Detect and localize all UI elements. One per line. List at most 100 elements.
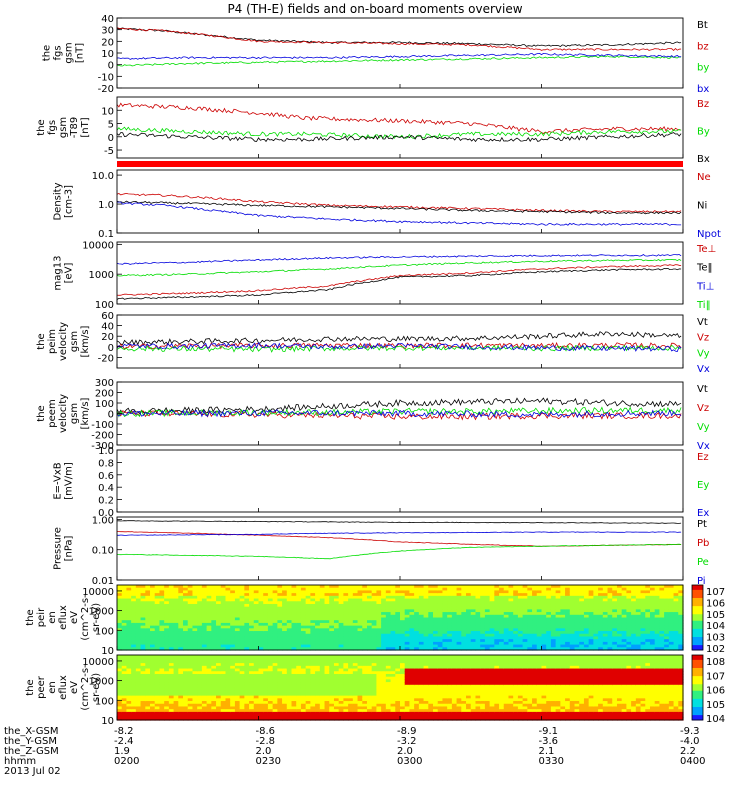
- heatmap-cell: [296, 636, 302, 640]
- heatmap-cell: [673, 628, 679, 632]
- heatmap-cell: [333, 676, 340, 680]
- heatmap-cell: [541, 628, 547, 632]
- heatmap-cell: [433, 625, 439, 629]
- heatmap-cell: [499, 606, 505, 610]
- heatmap-cell: [183, 701, 189, 705]
- heatmap-cell: [324, 717, 330, 721]
- heatmap-cell: [197, 682, 203, 686]
- heatmap-cell: [225, 603, 231, 608]
- colorbar-step: [692, 602, 703, 606]
- heatmap-cell: [550, 595, 557, 600]
- heatmap-cell: [423, 595, 429, 600]
- heatmap-cell: [338, 701, 344, 705]
- heatmap-cell: [414, 631, 420, 635]
- heatmap-cell: [324, 711, 330, 716]
- heatmap-cell: [348, 639, 354, 643]
- heatmap-cell: [579, 603, 585, 608]
- heatmap-cell: [220, 593, 227, 597]
- heatmap-cell: [423, 663, 429, 667]
- heatmap-cell: [126, 641, 132, 646]
- heatmap-cell: [187, 676, 194, 680]
- heatmap-cell: [121, 655, 128, 659]
- heatmap-cell: [470, 717, 477, 721]
- heatmap-cell: [291, 668, 297, 672]
- heatmap-cell: [442, 703, 448, 708]
- heatmap-cell: [286, 692, 293, 697]
- heatmap-cell: [428, 687, 434, 691]
- heatmap-cell: [404, 590, 411, 594]
- heatmap-cell: [536, 585, 543, 589]
- heatmap-cell: [569, 612, 576, 616]
- heatmap-cell: [234, 631, 241, 635]
- heatmap-cell: [437, 606, 444, 610]
- heatmap-cell: [371, 614, 378, 619]
- heatmap-cell: [461, 665, 467, 670]
- heatmap-cell: [395, 711, 401, 716]
- heatmap-cell: [395, 606, 401, 610]
- heatmap-cell: [475, 606, 481, 610]
- heatmap-cell: [654, 641, 661, 646]
- heatmap-cell: [499, 585, 505, 589]
- heatmap-cell: [338, 647, 344, 651]
- heatmap-cell: [310, 595, 316, 600]
- heatmap-cell: [508, 620, 514, 624]
- heatmap-cell: [211, 679, 217, 683]
- heatmap-cell: [395, 593, 401, 597]
- heatmap-cell: [145, 625, 151, 629]
- heatmap-cell: [140, 598, 146, 602]
- heatmap-cell: [140, 622, 146, 627]
- heatmap-cell: [404, 684, 411, 689]
- heatmap-cell: [489, 644, 495, 648]
- heatmap-cell: [475, 593, 481, 597]
- heatmap-cell: [470, 706, 477, 710]
- heatmap-cell: [197, 673, 203, 678]
- heatmap-cell: [272, 682, 278, 686]
- heatmap-cell: [211, 585, 217, 589]
- heatmap-cell: [117, 647, 123, 651]
- heatmap-cell: [234, 692, 241, 697]
- heatmap-cell: [536, 644, 543, 648]
- heatmap-cell: [352, 620, 359, 624]
- heatmap-cell: [178, 609, 184, 613]
- heatmap-cell: [579, 620, 585, 624]
- heatmap-cell: [395, 625, 401, 629]
- heatmap-cell: [192, 709, 198, 713]
- heatmap-cell: [197, 620, 203, 624]
- heatmap-cell: [310, 668, 316, 672]
- heatmap-cell: [263, 676, 269, 680]
- heatmap-cell: [154, 628, 161, 632]
- heatmap-cell: [400, 593, 406, 597]
- heatmap-cell: [135, 665, 142, 670]
- heatmap-cell: [664, 625, 670, 629]
- heatmap-cell: [466, 671, 472, 675]
- heatmap-cell: [649, 633, 656, 638]
- heatmap-cell: [159, 595, 165, 600]
- heatmap-cell: [197, 671, 203, 675]
- heatmap-cell: [433, 714, 439, 718]
- heatmap-cell: [366, 665, 373, 670]
- heatmap-cell: [230, 692, 236, 697]
- heatmap-cell: [489, 614, 495, 619]
- heatmap-cell: [173, 617, 179, 621]
- heatmap-cell: [385, 585, 392, 589]
- heatmap-cell: [428, 692, 434, 697]
- heatmap-cell: [286, 614, 293, 619]
- heatmap-cell: [404, 711, 411, 716]
- heatmap-cell: [649, 606, 656, 610]
- heatmap-cell: [475, 706, 481, 710]
- heatmap-cell: [220, 657, 227, 662]
- heatmap-cell: [216, 587, 222, 592]
- heatmap-cell: [574, 628, 580, 632]
- heatmap-cell: [145, 711, 151, 716]
- heatmap-cell: [192, 647, 198, 651]
- heatmap-cell: [178, 598, 184, 602]
- heatmap-cell: [319, 655, 326, 659]
- heatmap-cell: [654, 636, 661, 640]
- heatmap-cell: [357, 717, 363, 721]
- heatmap-cell: [225, 673, 231, 678]
- heatmap-cell: [140, 655, 146, 659]
- heatmap-cell: [433, 617, 439, 621]
- heatmap-cell: [135, 639, 142, 643]
- heatmap-cell: [664, 585, 670, 589]
- heatmap-cell: [135, 711, 142, 716]
